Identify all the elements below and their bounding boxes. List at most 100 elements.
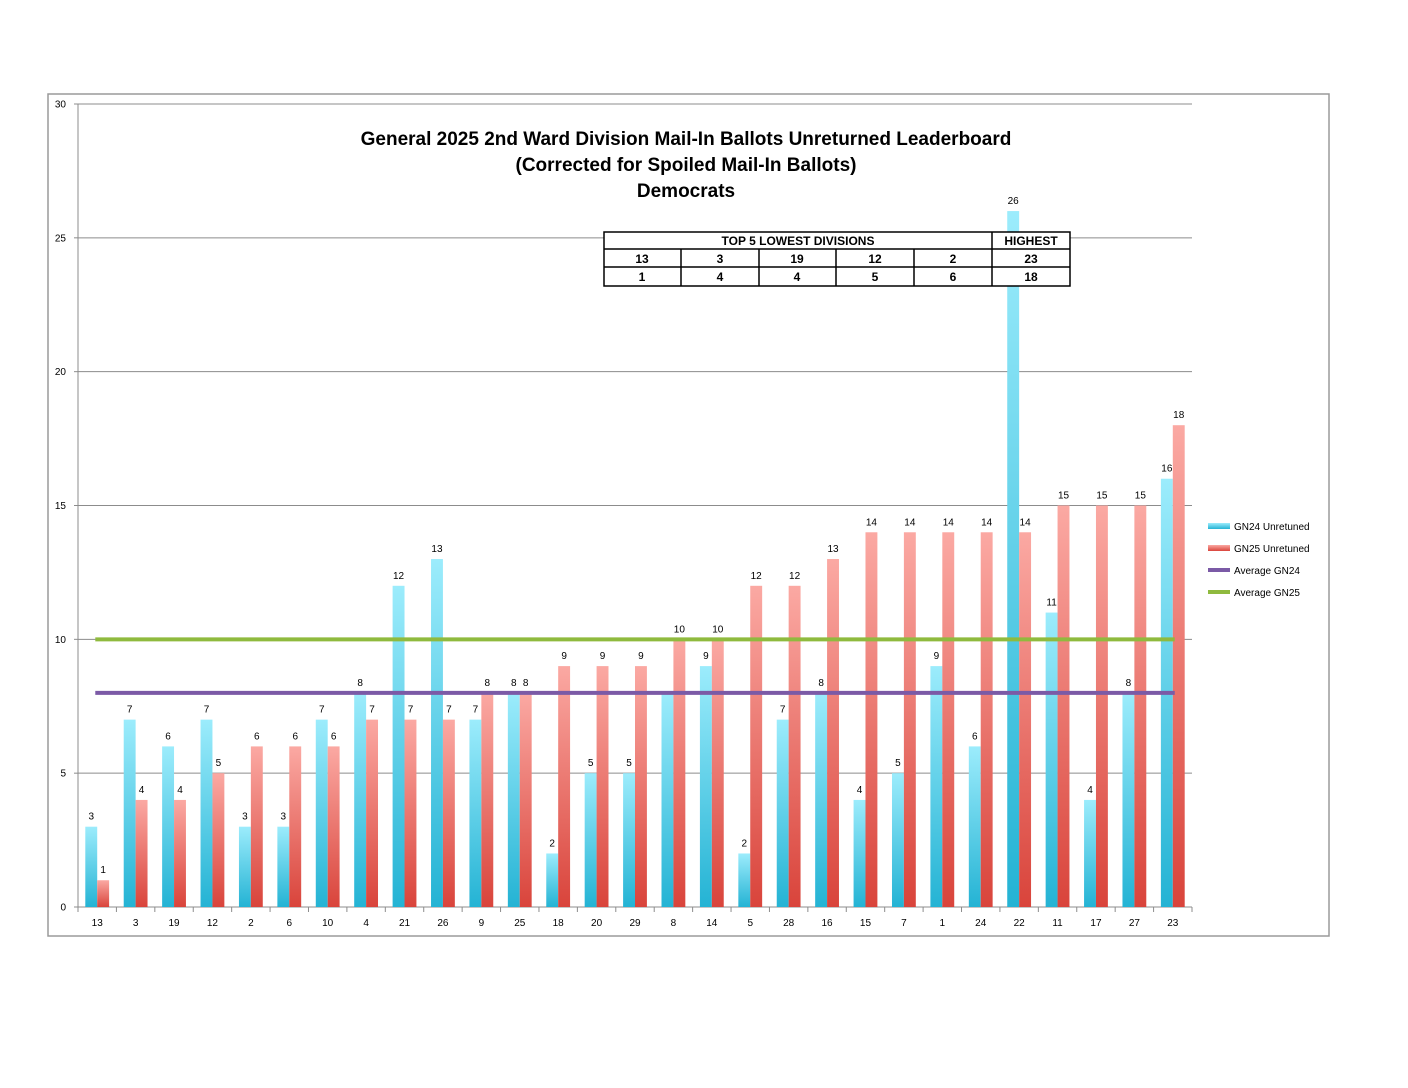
data-label-gn24: 3 [281,812,287,823]
x-tick-label: 24 [975,918,987,929]
bar-gn25 [327,746,340,907]
bar-gn25 [942,532,955,907]
data-label-gn24: 7 [473,705,479,716]
x-tick-label: 11 [1052,918,1063,929]
bar-gn24 [354,692,367,907]
chart-title-line-2: (Corrected for Spoiled Mail-In Ballots) [516,155,857,176]
legend-label-gn24: GN24 Unretuned [1234,522,1310,533]
x-tick-label: 2 [248,918,254,929]
bar-gn24 [200,719,213,907]
data-label-gn25: 14 [866,517,878,528]
table-cell: 19 [790,252,804,266]
data-label-gn24: 5 [588,758,594,769]
bar-gn25 [289,746,302,907]
data-label-gn24: 8 [511,678,517,689]
data-label-gn24: 16 [1161,464,1173,475]
y-tick-label: 0 [60,903,66,914]
legend-swatch-gn24 [1208,523,1230,529]
y-tick-label: 20 [55,367,67,378]
data-label-gn25: 6 [292,731,298,742]
data-label-gn24: 12 [393,571,405,582]
bar-gn25 [635,666,647,907]
bar-gn24 [930,666,943,907]
bar-gn24 [1045,612,1058,907]
x-tick-label: 23 [1167,918,1179,929]
bar-gn25 [1095,505,1108,907]
table-header-highest: HIGHEST [1004,234,1058,248]
data-label-gn24: 7 [204,705,210,716]
bar-gn25 [135,799,148,907]
bar-gn24 [815,692,828,907]
chart-title-line-3: Democrats [637,181,735,202]
bar-gn24 [776,719,789,907]
table-cell: 2 [950,252,957,266]
bar-gn24 [315,719,328,907]
data-label-gn24: 8 [1126,678,1132,689]
table-cell: 1 [639,270,646,284]
table-cell: 5 [872,270,879,284]
data-label-gn25: 15 [1058,491,1070,502]
x-tick-label: 29 [629,918,641,929]
legend-label-avg-gn25: Average GN25 [1234,588,1300,599]
data-label-gn25: 10 [712,624,724,635]
bar-gn24 [1007,211,1020,908]
table-cell: 13 [635,252,649,266]
data-label-gn24: 7 [127,705,133,716]
x-tick-label: 21 [399,918,411,929]
bar-gn25 [212,773,225,907]
data-label-gn25: 9 [638,651,644,662]
average-lines [95,637,1175,695]
data-label-gn24: 13 [431,544,443,555]
bar-gn24 [623,773,635,907]
table-cell: 4 [717,270,724,284]
data-label-gn24: 6 [165,731,171,742]
bar-gn25 [750,585,763,907]
x-tick-label: 10 [322,918,334,929]
data-label-gn25: 14 [1020,517,1032,528]
bar-gn25 [788,585,801,907]
bar-gn25 [1019,532,1032,907]
bar-gn25 [1172,425,1185,907]
x-tick-label: 13 [92,918,104,929]
data-label-gn24: 3 [88,812,94,823]
bar-gn25 [1134,505,1147,907]
data-label-gn24: 9 [703,651,709,662]
data-label-gn25: 5 [216,758,222,769]
bar-gn25 [1057,505,1070,907]
bar-gn24 [584,773,597,907]
x-tick-label: 12 [207,918,219,929]
data-label-gn24: 2 [549,838,555,849]
data-label-gn24: 7 [319,705,325,716]
bar-gn25 [903,532,916,907]
chart-title: General 2025 2nd Ward Division Mail-In B… [361,129,1012,202]
bar-gn25 [596,666,609,907]
bar-gn24 [738,853,751,907]
data-label-gn24: 5 [626,758,632,769]
data-label-gn24: 26 [1008,196,1020,207]
data-label-gn25: 7 [408,705,414,716]
data-label-gn25: 15 [1096,491,1108,502]
bar-gn25 [250,746,263,907]
bar-gn24 [238,826,251,907]
x-tick-label: 6 [286,918,292,929]
x-tick-label: 15 [860,918,872,929]
data-label-gn25: 12 [751,571,763,582]
data-label-gn24: 2 [742,838,748,849]
data-label-gn25: 7 [369,705,375,716]
bar-gn24 [392,585,405,907]
x-tick-label: 27 [1129,918,1141,929]
y-tick-label: 25 [55,233,67,244]
data-label-gn24: 7 [780,705,786,716]
bar-gn24 [123,719,136,907]
x-tick-label: 25 [514,918,526,929]
x-tick-label: 17 [1090,918,1102,929]
bar-gn24 [162,746,175,907]
bar-gn24 [661,692,674,907]
x-tick-label: 9 [479,918,485,929]
data-label-gn25: 9 [561,651,567,662]
y-tick-label: 15 [55,501,67,512]
x-tick-label: 5 [747,918,753,929]
data-label-gn25: 6 [254,731,260,742]
x-tick-label: 4 [363,918,369,929]
